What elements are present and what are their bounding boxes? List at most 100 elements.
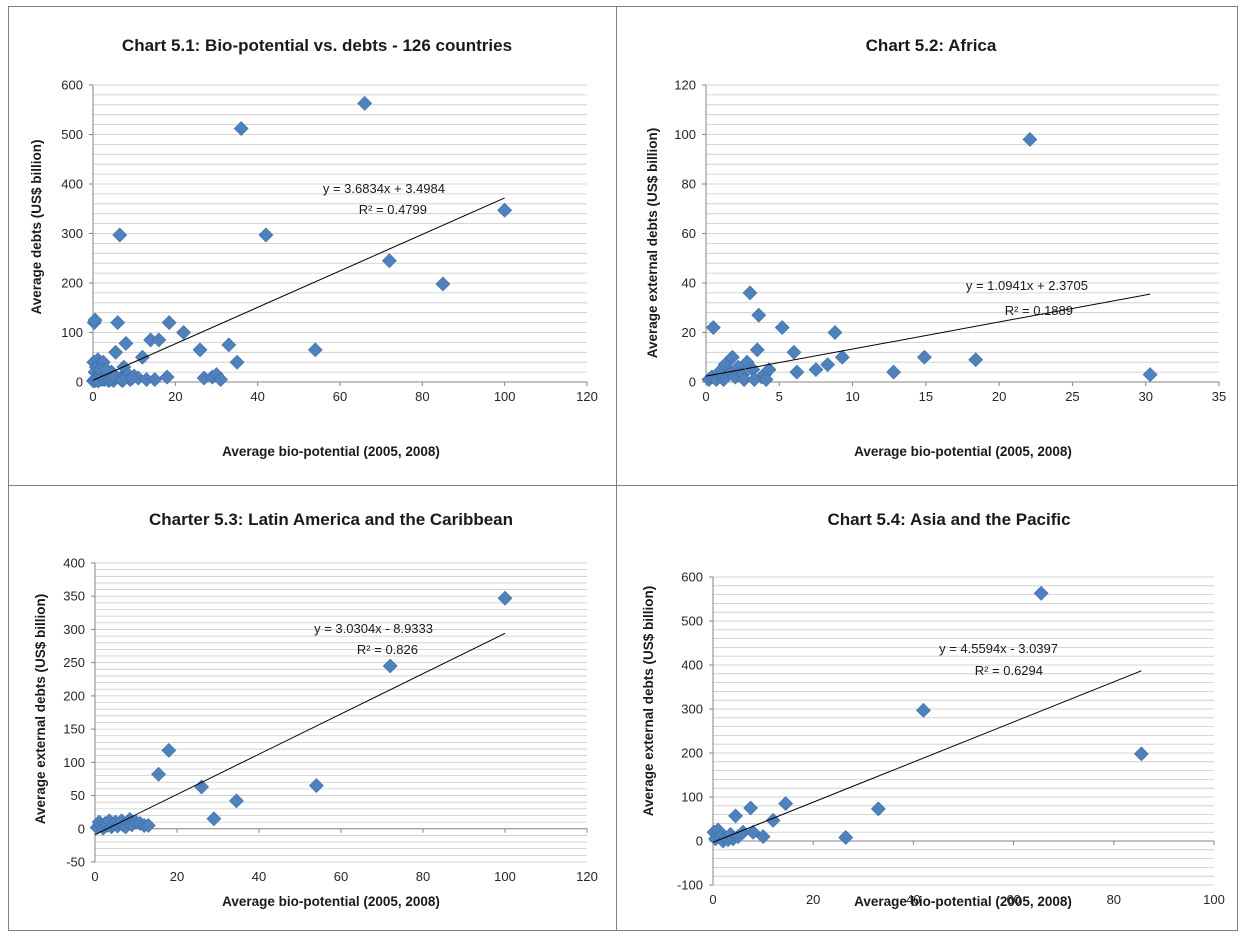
data-point-marker <box>382 658 398 674</box>
data-point-marker <box>176 325 191 340</box>
x-tick-label: 30 <box>1138 389 1152 404</box>
x-tick-label: 20 <box>168 389 182 404</box>
y-tick-label: 600 <box>61 78 83 93</box>
data-point-marker <box>915 702 931 718</box>
x-tick-label: 100 <box>1203 892 1225 907</box>
data-point-marker <box>968 352 984 368</box>
y-tick-label: 0 <box>696 834 703 849</box>
data-points <box>89 590 513 836</box>
chart-title: Chart 5.1: Bio-potential vs. debts - 126… <box>122 36 512 55</box>
x-tick-label: 80 <box>1107 892 1121 907</box>
data-point-marker <box>497 590 513 606</box>
data-point-marker <box>717 357 733 373</box>
trendline-equation: y = 1.0941x + 2.3705 <box>966 278 1088 293</box>
y-tick-label: -100 <box>677 878 703 893</box>
y-tick-label: 400 <box>681 658 703 673</box>
chart-panel-bio-potential-vs-debts: Chart 5.1: Bio-potential vs. debts - 126… <box>8 6 618 487</box>
data-point-marker <box>112 227 128 243</box>
chart-svg: Chart 5.1: Bio-potential vs. debts - 126… <box>29 36 598 459</box>
y-tick-label: 300 <box>63 622 85 637</box>
data-point-marker <box>746 372 762 387</box>
data-point-marker <box>758 372 774 387</box>
y-tick-label: 0 <box>689 375 696 390</box>
x-tick-label: 0 <box>91 869 98 884</box>
chart-panel-asia-pacific: Chart 5.4: Asia and the Pacific Average … <box>616 485 1238 931</box>
data-point-marker <box>786 344 802 360</box>
data-point-marker <box>124 370 140 386</box>
y-tick-label: 600 <box>681 570 703 585</box>
data-point-marker <box>161 315 177 331</box>
trendline-r-squared: R² = 0.6294 <box>975 663 1043 678</box>
data-point-marker <box>1033 585 1049 601</box>
trendline-equation: y = 4.5594x - 3.0397 <box>939 641 1058 656</box>
y-axis-title: Average debts (US$ billion) <box>29 139 44 314</box>
data-point-marker <box>497 202 513 218</box>
data-point-marker <box>221 337 237 353</box>
x-tick-label: 20 <box>806 892 820 907</box>
data-point-marker <box>774 320 790 335</box>
x-tick-label: 60 <box>333 389 347 404</box>
y-tick-label: 100 <box>63 755 85 770</box>
data-point-marker <box>789 364 805 380</box>
data-point-marker <box>916 349 932 365</box>
data-point-marker <box>751 307 767 323</box>
data-point-marker <box>381 253 397 269</box>
y-tick-label: 120 <box>674 78 696 93</box>
data-points <box>701 132 1158 387</box>
data-point-marker <box>724 349 740 365</box>
x-tick-label: 60 <box>334 869 348 884</box>
y-tick-label: 100 <box>61 325 83 340</box>
trendline <box>94 632 506 836</box>
data-point-marker <box>357 95 373 111</box>
y-axis-title: Average external debts (US$ billion) <box>33 594 48 825</box>
trendline <box>712 670 1142 843</box>
data-point-marker <box>1142 367 1158 382</box>
chart-title: Charter 5.3: Latin America and the Carib… <box>149 510 513 529</box>
x-tick-label: 10 <box>845 389 859 404</box>
x-tick-label: 120 <box>576 869 598 884</box>
y-tick-label: 100 <box>681 790 703 805</box>
x-tick-label: 0 <box>702 389 709 404</box>
x-tick-label: 100 <box>494 389 516 404</box>
chart-svg: Charter 5.3: Latin America and the Carib… <box>33 510 598 909</box>
x-tick-label: 0 <box>89 389 96 404</box>
gridlines <box>709 576 1215 886</box>
x-axis-title: Average bio-potential (2005, 2008) <box>222 444 440 459</box>
y-tick-label: 150 <box>63 722 85 737</box>
data-point-marker <box>755 829 771 845</box>
y-tick-label: -50 <box>66 855 85 870</box>
y-tick-label: 400 <box>61 177 83 192</box>
y-tick-label: 350 <box>63 589 85 604</box>
data-point-marker <box>229 354 245 370</box>
y-tick-label: 50 <box>71 788 85 803</box>
data-point-marker <box>728 808 743 824</box>
y-tick-label: 100 <box>674 127 696 142</box>
chart-title: Chart 5.4: Asia and the Pacific <box>827 510 1070 529</box>
data-point-marker <box>827 325 843 340</box>
y-tick-label: 500 <box>681 614 703 629</box>
data-point-marker <box>886 364 902 380</box>
data-point-marker <box>834 349 850 365</box>
data-point-marker <box>110 315 126 331</box>
chart-title: Chart 5.2: Africa <box>866 36 997 55</box>
y-axis-title: Average external debts (US$ billion) <box>641 586 656 817</box>
y-tick-label: 200 <box>61 276 83 291</box>
data-point-marker <box>213 372 229 387</box>
y-tick-label: 500 <box>61 127 83 142</box>
x-tick-label: 80 <box>415 389 429 404</box>
data-point-marker <box>749 342 765 358</box>
chart-svg: Chart 5.4: Asia and the Pacific Average … <box>641 510 1225 909</box>
gridlines <box>702 84 1220 386</box>
y-tick-label: 200 <box>681 746 703 761</box>
data-point-marker <box>206 811 222 827</box>
data-point-marker <box>118 335 134 351</box>
x-tick-label: 40 <box>252 869 266 884</box>
data-point-marker <box>151 766 166 782</box>
y-tick-label: 200 <box>63 688 85 703</box>
gridlines <box>91 562 588 863</box>
data-point-marker <box>108 344 124 360</box>
x-axis-title: Average bio-potential (2005, 2008) <box>854 444 1072 459</box>
data-point-marker <box>736 372 752 387</box>
x-tick-label: 60 <box>1006 892 1020 907</box>
y-tick-label: 40 <box>682 276 696 291</box>
